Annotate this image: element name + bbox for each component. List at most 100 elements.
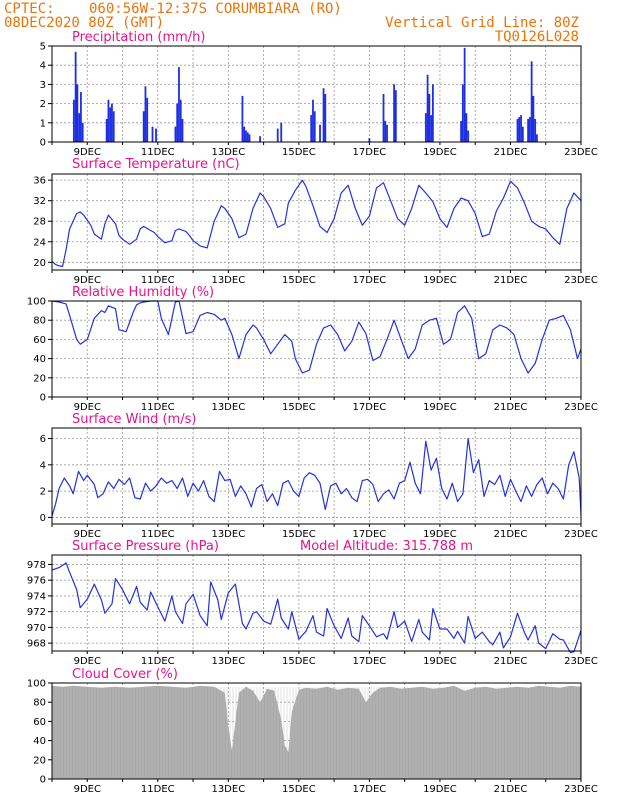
wind-xtick-label: 11DEC (141, 529, 175, 540)
precip-bar (426, 74, 429, 142)
pres-title: Surface Pressure (hPa) (72, 539, 219, 554)
cloud-xtick-label: 13DEC (211, 784, 245, 795)
precip-bar (534, 118, 537, 142)
precip-bar (74, 51, 77, 143)
temp-panel: Surface Temperature (nC) 20 24 28 32 36 9DEC 11… (33, 157, 598, 286)
precip-bar (467, 130, 470, 142)
precip-bar (463, 47, 466, 142)
precip-bar (81, 122, 84, 142)
rh-ytick-label: 60 (33, 335, 46, 346)
precip-bar (382, 94, 385, 142)
precip-bar (280, 122, 283, 142)
precip-bar (246, 132, 249, 142)
cloud-frame (51, 682, 582, 780)
rh-xtick-label: 9DEC (74, 402, 101, 413)
pres-xtick-label: 21DEC (494, 656, 528, 667)
pres-ytick-label: 972 (27, 607, 46, 618)
precip-bar (144, 86, 147, 142)
precip-bar (322, 88, 325, 142)
temp-xtick-label: 9DEC (74, 275, 101, 286)
cloud-title: Cloud Cover (%) (72, 667, 178, 682)
precip-bar (384, 120, 387, 142)
header-run-time: 08DEC2020 80Z (GMT) (4, 15, 164, 31)
pres-ytick-label: 974 (27, 591, 46, 602)
precip-bar (142, 111, 145, 142)
cloud-area (52, 685, 581, 779)
precip-bar (520, 115, 522, 142)
pres-xtick-label: 17DEC (353, 656, 387, 667)
precip-bar (179, 99, 182, 142)
cloud-ytick-label: 80 (33, 698, 46, 709)
precip-ytick-label: 3 (40, 80, 46, 91)
rh-xtick-label: 15DEC (282, 402, 316, 413)
precip-bar (518, 117, 521, 142)
cloud-xtick-label: 21DEC (494, 784, 528, 795)
rh-ytick-label: 100 (27, 297, 46, 308)
cloud-xtick-label: 17DEC (353, 784, 387, 795)
precip-bar (465, 113, 468, 142)
precip-ytick-label: 1 (40, 118, 46, 129)
cloud-ytick-label: 60 (33, 717, 46, 728)
precip-bar (178, 67, 180, 142)
precip-ytick-label: 0 (40, 138, 46, 149)
wind-frame (51, 427, 582, 525)
wind-xtick-label: 19DEC (423, 529, 457, 540)
wind-ytick-label: 0 (40, 513, 46, 524)
precip-bar (245, 130, 247, 142)
precip-frame (51, 45, 582, 143)
precip-bar (313, 111, 316, 142)
precip-bar (430, 115, 433, 142)
rh-ytick-label: 40 (33, 354, 46, 365)
precip-bar (181, 118, 184, 142)
wind-xtick-label: 17DEC (353, 529, 387, 540)
cloud-ytick-label: 0 (40, 775, 46, 786)
precip-bar (530, 61, 533, 142)
precip-bar (72, 99, 75, 142)
precip-title: Precipitation (mm/h) (72, 30, 205, 45)
precip-bar (243, 126, 246, 142)
cloud-xtick-label: 9DEC (74, 784, 101, 795)
precip-bar (111, 103, 113, 142)
precip-bar (112, 111, 115, 142)
precip-bar (460, 120, 462, 142)
rh-xtick-label: 13DEC (211, 402, 245, 413)
rh-xtick-label: 21DEC (494, 402, 528, 413)
wind-xtick-label: 23DEC (564, 529, 598, 540)
precip-bar (310, 115, 313, 142)
wind-xtick-label: 13DEC (211, 529, 245, 540)
temp-ytick-label: 24 (33, 237, 46, 248)
precip-xtick-label: 19DEC (423, 147, 457, 158)
pres-ytick-label: 970 (27, 623, 46, 634)
precip-bar (151, 126, 154, 142)
temp-ytick-label: 32 (33, 196, 46, 207)
rh-panel: Relative Humidity (%) 0 20 40 60 80 100 9DEC 11D… (27, 285, 598, 413)
wind-panel: Surface Wind (m/s) 0 2 4 6 9DEC 11DEC 13DEC 15DE… (40, 412, 598, 540)
wind-series-line (51, 437, 582, 517)
rh-xtick-label: 23DEC (564, 402, 598, 413)
rh-xtick-label: 17DEC (353, 402, 387, 413)
rh-xtick-label: 11DEC (141, 402, 175, 413)
precip-xtick-label: 15DEC (282, 147, 316, 158)
precip-bar (368, 138, 371, 142)
precip-ytick-label: 2 (40, 99, 46, 110)
precip-bar (76, 84, 79, 142)
temp-xtick-label: 19DEC (423, 275, 457, 286)
precip-bar (78, 113, 81, 142)
rh-xtick-label: 19DEC (423, 402, 457, 413)
rh-series-line (51, 300, 582, 374)
rh-ytick-label: 20 (33, 373, 46, 384)
precip-bar (521, 126, 524, 142)
precip-bar (312, 99, 314, 142)
header-location: 060:56W-12:37S CORUMBIARA (RO) (89, 1, 342, 17)
wind-title: Surface Wind (m/s) (72, 412, 196, 427)
precip-bar (431, 84, 434, 142)
precip-bar (528, 117, 531, 142)
pres-xtick-label: 15DEC (282, 656, 316, 667)
cloud-xtick-label: 23DEC (564, 784, 598, 795)
pres-frame (51, 554, 582, 652)
precip-bar (386, 124, 388, 142)
cloud-ytick-label: 100 (27, 679, 46, 690)
temp-xtick-label: 11DEC (141, 275, 175, 286)
pres-xtick-label: 19DEC (423, 656, 457, 667)
